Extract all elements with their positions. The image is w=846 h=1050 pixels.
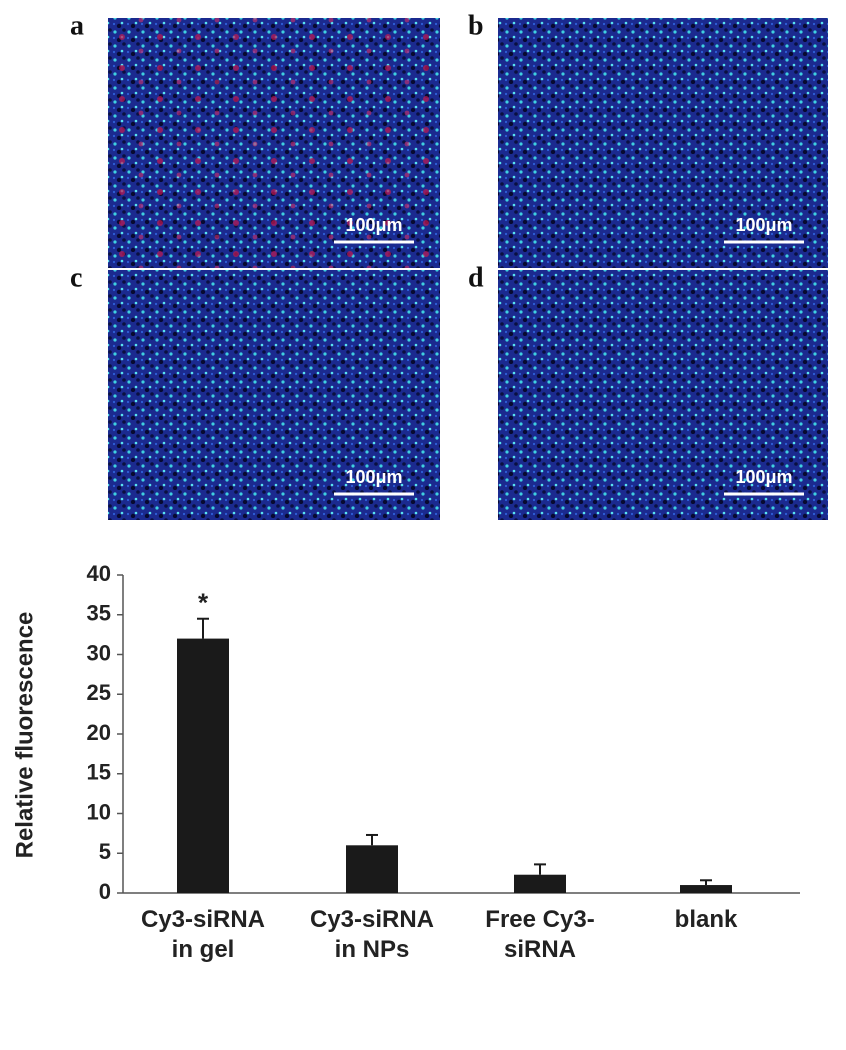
x-tick-label: Free Cy3-siRNA xyxy=(485,906,595,963)
y-axis-label: Relative fluorescence xyxy=(11,612,38,859)
y-tick-label: 35 xyxy=(87,601,111,626)
error-bar xyxy=(700,879,712,886)
y-tick-label: 25 xyxy=(87,680,111,705)
error-bar xyxy=(366,833,378,846)
significance-mark: * xyxy=(198,588,209,618)
bar xyxy=(346,845,398,893)
y-tick-label: 40 xyxy=(87,561,111,586)
x-tick-label: Cy3-siRNA in NPs xyxy=(309,906,435,963)
error-bar xyxy=(534,863,546,875)
bar xyxy=(177,638,229,893)
micrograph xyxy=(498,270,828,520)
y-tick-label: 5 xyxy=(99,839,111,864)
y-tick-label: 0 xyxy=(99,879,111,904)
x-tick-label: blank xyxy=(674,906,738,933)
scale-bar-label: 100μm xyxy=(345,467,402,487)
scale-bar-label: 100μm xyxy=(735,467,792,487)
panel-label: d xyxy=(468,262,484,293)
scale-bar-label: 100μm xyxy=(735,215,792,235)
micrographs xyxy=(108,18,828,520)
y-tick-label: 10 xyxy=(87,799,111,824)
y-tick-label: 30 xyxy=(87,640,111,665)
y-tick-label: 15 xyxy=(87,760,111,785)
error-bar xyxy=(197,617,209,639)
red-signal xyxy=(108,18,440,268)
micrograph xyxy=(108,270,440,520)
bar xyxy=(680,885,732,893)
x-tick-label: Cy3-siRNA in gel xyxy=(140,906,266,963)
panel-label: c xyxy=(70,262,82,293)
panel-label: b xyxy=(468,10,484,41)
panel-label: a xyxy=(70,10,84,41)
scale-bar-label: 100μm xyxy=(345,215,402,235)
micrograph xyxy=(498,18,828,268)
y-tick-label: 20 xyxy=(87,720,111,745)
bar xyxy=(514,874,566,893)
